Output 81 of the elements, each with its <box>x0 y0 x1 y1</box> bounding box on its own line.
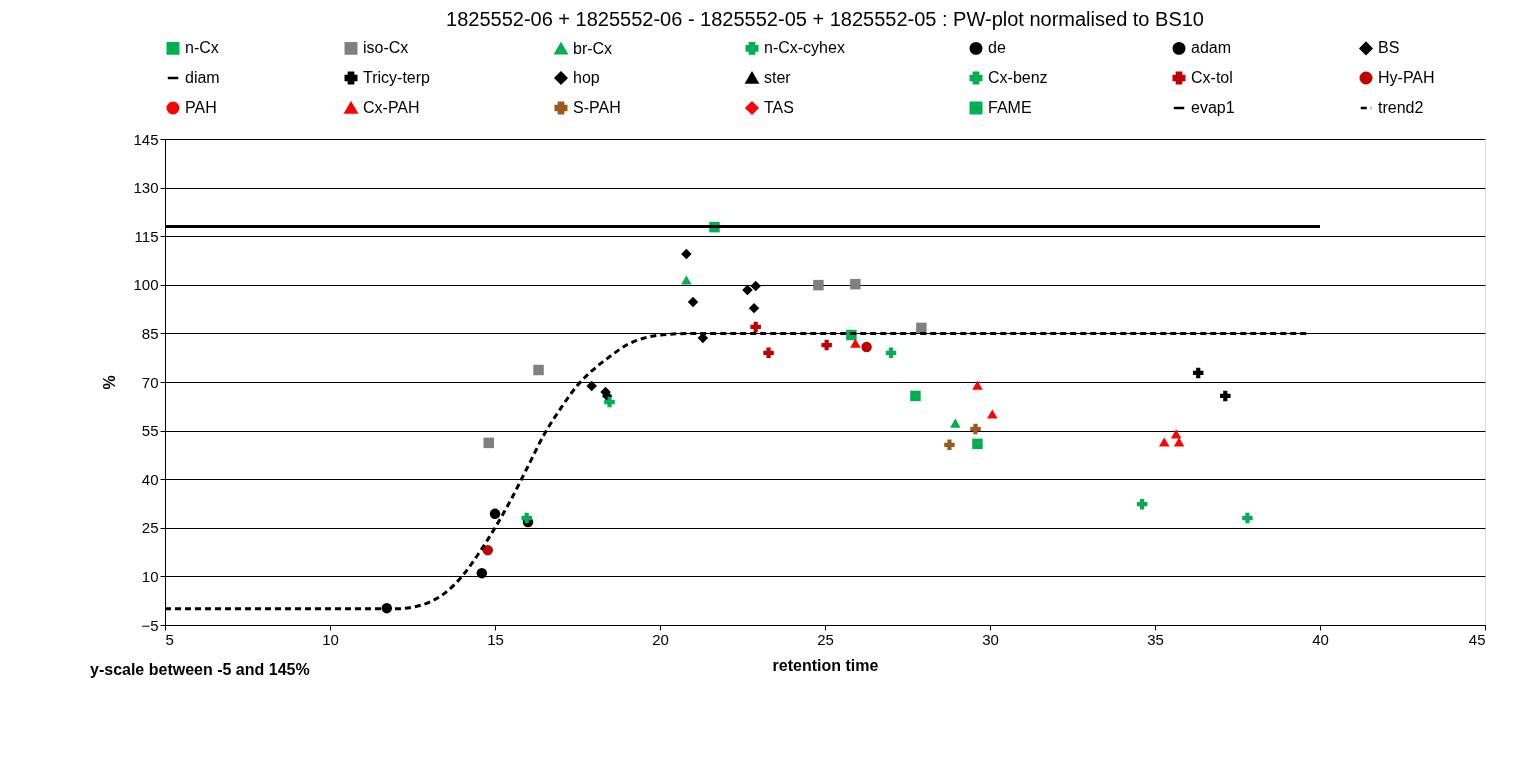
point <box>604 396 615 408</box>
point <box>1173 437 1185 447</box>
y-axis-title: % <box>101 375 119 390</box>
point <box>916 322 927 334</box>
point <box>483 437 494 449</box>
point <box>944 439 955 451</box>
point <box>742 284 753 296</box>
point <box>910 390 921 402</box>
legend-label: Cx-PAH <box>363 99 420 116</box>
legend-label: trend2 <box>1378 99 1424 116</box>
point <box>533 364 544 376</box>
legend-label: TAS <box>764 99 794 116</box>
legend-label: n-Cx-cyhex <box>764 39 845 57</box>
legend-label: br-Cx <box>573 39 613 57</box>
point <box>950 418 961 428</box>
point <box>970 423 981 435</box>
y-tick-label: 70 <box>141 373 159 391</box>
y-tick-label: 130 <box>133 179 159 197</box>
legend-label: de <box>988 39 1006 57</box>
point <box>1220 390 1231 402</box>
y-tick-label: 100 <box>133 276 159 294</box>
x-tick-label: 40 <box>1312 630 1329 648</box>
chart-title: 1825552-06 + 1825552-06 - 1825552-05 + 1825552-05 : PW-plot normalised to BS10 <box>446 8 1204 30</box>
legend-label: Cx-benz <box>988 69 1048 86</box>
legend-label: ster <box>764 69 792 86</box>
legend-label: Tricy-terp <box>363 69 431 86</box>
point <box>750 321 761 333</box>
y-tick-label: 145 <box>133 130 159 148</box>
legend-label: BS <box>1378 39 1400 57</box>
legend-label: evap1 <box>1191 99 1235 116</box>
point <box>687 296 699 308</box>
point <box>861 341 872 353</box>
y-tick-label: −5 <box>141 616 159 634</box>
legend-label: hop <box>573 69 600 86</box>
x-axis-title: retention time <box>772 656 879 674</box>
legend-label: FAME <box>988 99 1032 116</box>
point <box>476 567 488 579</box>
point <box>850 278 861 290</box>
point <box>681 248 692 260</box>
point <box>681 275 692 285</box>
x-tick-label: 20 <box>652 630 669 648</box>
x-tick-label: 25 <box>817 630 834 648</box>
text: y-scale between -5 and 145% <box>90 661 310 678</box>
point <box>1242 512 1253 524</box>
point <box>763 347 774 359</box>
point <box>1170 429 1182 439</box>
legend-label: S-PAH <box>573 99 621 116</box>
y-tick-label: 85 <box>141 324 159 342</box>
point <box>1136 498 1148 510</box>
legend-label: Hy-PAH <box>1378 69 1435 86</box>
point <box>748 302 760 314</box>
point <box>521 512 532 524</box>
x-tick-label: 35 <box>1147 630 1164 648</box>
point <box>821 339 832 351</box>
point <box>987 409 998 419</box>
point <box>586 380 597 392</box>
y-tick-label: 115 <box>134 227 159 245</box>
y-tick-label: 40 <box>141 470 159 488</box>
point <box>885 347 897 359</box>
legend-label: PAH <box>185 99 217 116</box>
legend-label: diam <box>185 69 220 86</box>
legend-label: n-Cx <box>185 39 219 57</box>
point <box>850 338 861 348</box>
y-tick-label: 55 <box>141 422 159 440</box>
point <box>972 380 983 390</box>
legend-label: iso-Cx <box>363 39 409 57</box>
point <box>972 438 983 450</box>
legend-label: Cx-tol <box>1191 69 1233 86</box>
point <box>482 544 493 556</box>
x-tick-label: 15 <box>487 630 504 648</box>
point <box>813 279 824 291</box>
legend-label: adam <box>1191 39 1232 57</box>
y-tick-label: 25 <box>141 519 159 537</box>
point <box>750 280 761 292</box>
point <box>489 508 501 520</box>
x-tick-label: 30 <box>982 630 999 648</box>
y-tick-label: 10 <box>141 567 159 585</box>
x-tick-label: 45 <box>1468 630 1486 648</box>
x-tick-label: 5 <box>165 630 174 648</box>
point <box>1192 367 1204 379</box>
x-tick-label: 10 <box>322 630 339 648</box>
